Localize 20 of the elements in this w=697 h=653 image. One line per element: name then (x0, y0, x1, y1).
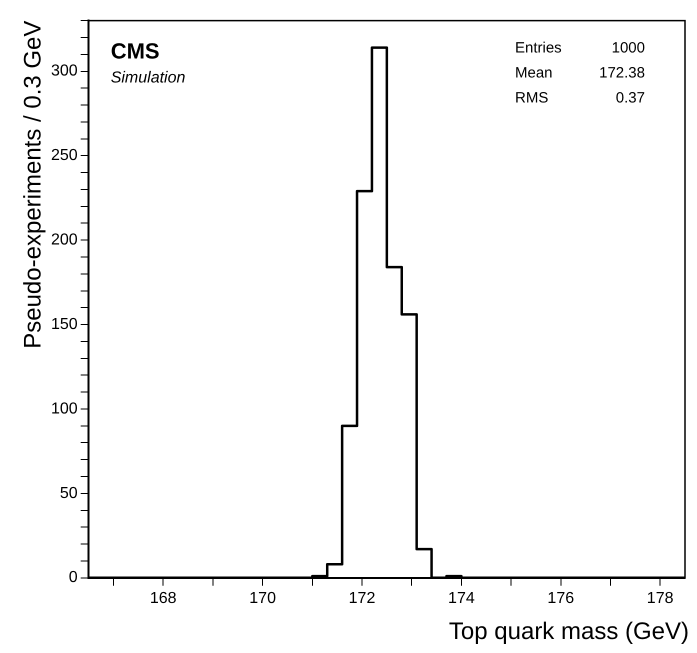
text: Entries 1000 (515, 40, 645, 57)
x-axis-title: Top quark mass (GeV) (448, 618, 689, 645)
y-tick-label: 50 (60, 484, 78, 502)
y-tick-label: 250 (50, 147, 78, 164)
x-tick-label: 176 (547, 590, 574, 607)
text: Mean 172.38 (515, 64, 645, 82)
y-axis-title: Pseudo-experiments / 0.3 GeV (20, 20, 47, 349)
y-tick-label: 150 (50, 316, 78, 333)
y-tick-label: 0 (68, 569, 78, 586)
x-tick-label: 172 (348, 590, 376, 607)
y-tick-label: 100 (50, 400, 78, 418)
y-tick-label: 200 (50, 232, 78, 249)
x-tick-label: 174 (448, 590, 475, 607)
annotation: Simulation (110, 70, 186, 87)
y-tick-label: 300 (50, 62, 78, 80)
x-tick-label: 178 (646, 590, 674, 607)
x-tick-label: 170 (249, 590, 276, 607)
text: RMS 0.37 (515, 90, 645, 107)
x-tick-label: 168 (150, 590, 177, 607)
annotation: CMS (110, 38, 160, 64)
